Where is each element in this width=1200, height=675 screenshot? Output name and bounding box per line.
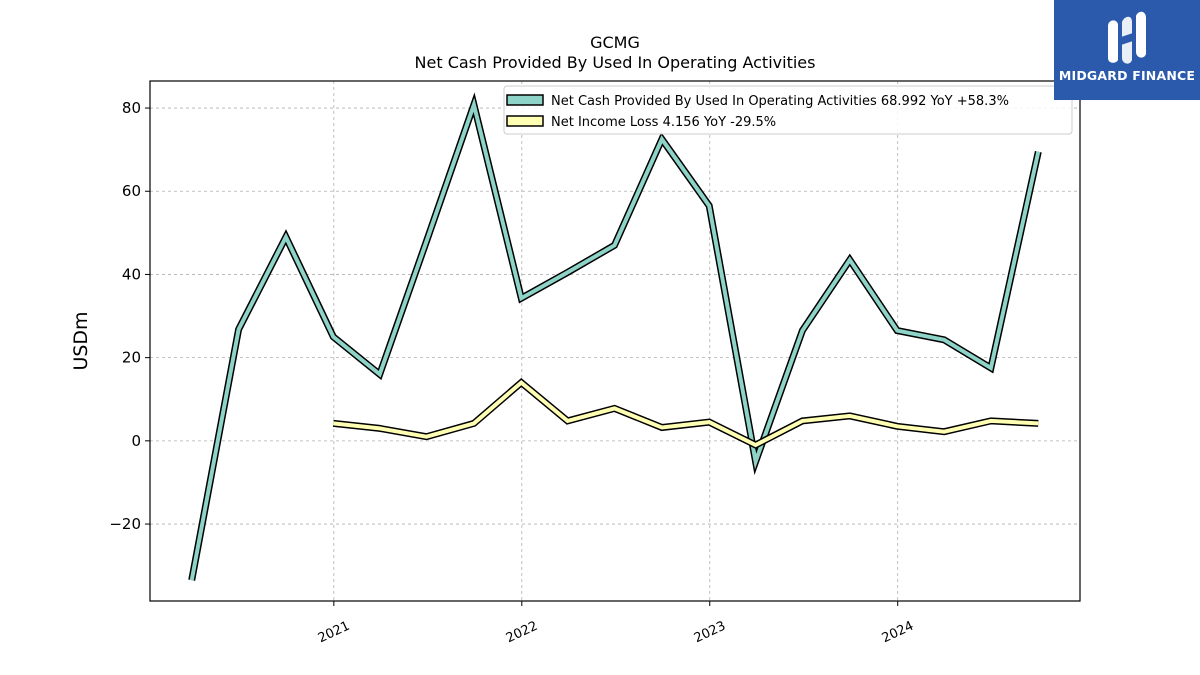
legend-swatch-0 bbox=[506, 94, 544, 106]
y-tick-label: 0 bbox=[131, 432, 141, 450]
x-tick-label: 2021 bbox=[316, 619, 352, 647]
legend-label-1: Net Income Loss 4.156 YoY -29.5% bbox=[551, 115, 776, 130]
x-tick-label: 2022 bbox=[504, 619, 540, 647]
legend-swatch-1 bbox=[506, 115, 544, 127]
x-axis: 2021 2022 2023 2024 bbox=[316, 601, 916, 646]
plot-area-frame bbox=[149, 80, 1081, 602]
legend-label-0: Net Cash Provided By Used In Operating A… bbox=[551, 94, 1009, 109]
chart-title: GCMG bbox=[590, 33, 640, 52]
series-1-outline bbox=[332, 378, 1039, 449]
y-axis: −20 0 20 40 60 80 bbox=[109, 99, 150, 533]
series-0-outline bbox=[188, 92, 1042, 581]
brand-logo: MIDGARD FINANCE bbox=[1054, 0, 1200, 100]
series-1-line bbox=[333, 379, 1039, 448]
y-tick-label: −20 bbox=[109, 515, 141, 533]
chart-subtitle: Net Cash Provided By Used In Operating A… bbox=[415, 53, 816, 72]
series-lines bbox=[188, 92, 1042, 581]
y-axis-label: USDm bbox=[70, 311, 92, 370]
legend-box bbox=[503, 85, 1073, 135]
legend: Net Cash Provided By Used In Operating A… bbox=[503, 85, 1073, 135]
brand-name: MIDGARD FINANCE bbox=[1058, 68, 1196, 83]
series-0-line bbox=[189, 97, 1041, 581]
midgard-monogram-icon bbox=[1108, 11, 1146, 64]
x-tick-label: 2024 bbox=[880, 619, 916, 647]
y-tick-label: 40 bbox=[122, 265, 141, 283]
y-tick-label: 20 bbox=[122, 349, 141, 367]
y-tick-label: 60 bbox=[122, 182, 141, 200]
y-tick-label: 80 bbox=[122, 99, 141, 117]
x-tick-label: 2023 bbox=[692, 619, 728, 647]
